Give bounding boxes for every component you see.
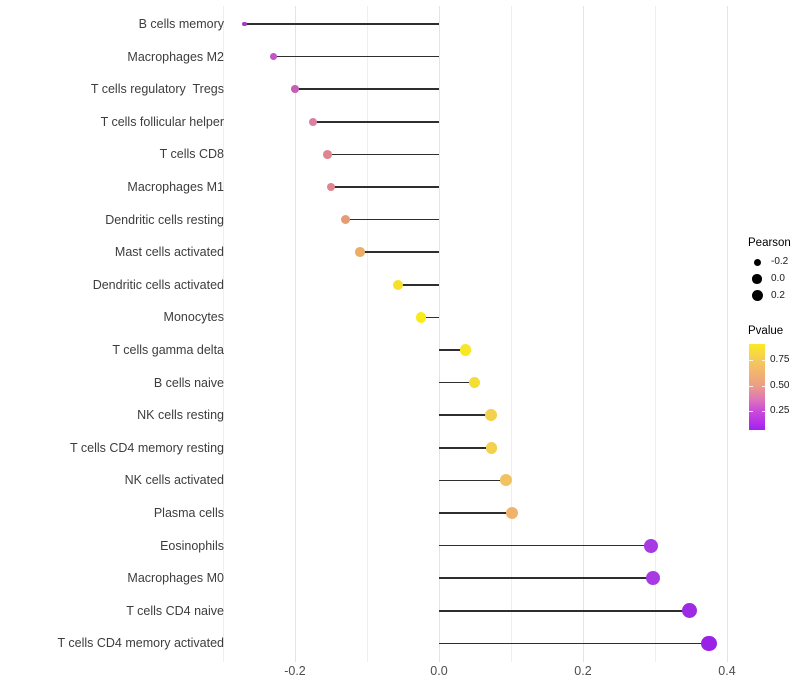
lollipop-stem [439,381,475,384]
colorbar-tick-label: 0.75 [770,354,790,365]
lollipop-point [326,182,336,192]
gridline-minor [510,6,512,662]
y-axis-label: T cells CD4 memory resting [70,440,224,455]
y-axis-label: Macrophages M0 [127,571,224,586]
gridline-major [582,6,584,662]
lollipop-stem [295,88,439,90]
y-axis-label: Dendritic cells activated [92,277,224,292]
size-legend-label: 0.0 [771,273,785,284]
colorbar-tick-label: 0.50 [770,380,790,391]
y-axis-label: Mast cells activated [114,245,224,260]
lollipop-point [340,214,351,225]
lollipop-point [644,538,659,553]
lollipop-point [415,312,427,323]
lollipop-stem [439,414,491,416]
x-tick-label: -0.2 [284,664,306,678]
lollipop-point [484,409,497,422]
gridline-major [438,6,440,662]
lollipop-stem [327,153,439,156]
lollipop-point [682,603,698,619]
size-legend-title: Pearson [748,237,791,249]
size-legend-dot [752,274,762,284]
gridline-major [726,6,728,662]
lollipop-stem [439,577,653,579]
lollipop-point [270,53,277,60]
lollipop-point [354,247,365,258]
lollipop-stem [439,544,652,547]
lollipop-point [485,441,498,454]
y-axis-label: Eosinophils [160,538,224,553]
size-legend-label: 0.2 [771,289,785,301]
y-axis-label: T cells regulatory Tregs [90,82,224,97]
colorbar-tick-label: 0.25 [770,405,790,416]
colorbar-tick [761,386,765,387]
y-axis-label: T cells gamma delta [112,343,224,357]
y-axis-label: Macrophages M2 [127,49,224,64]
colorbar-tick [749,386,753,387]
lollipop-point [499,474,513,487]
lollipop-stem [273,55,439,58]
size-legend-dot [751,290,763,301]
lollipop-stem [345,218,439,221]
y-axis-label: T cells CD4 naive [126,603,224,618]
lollipop-point [701,635,717,652]
y-axis-label: B cells memory [138,17,224,31]
lollipop-stem [244,23,439,25]
lollipop-point [505,506,518,520]
lollipop-stem [421,316,439,319]
y-axis-label: NK cells resting [137,408,224,423]
lollipop-point [308,117,318,126]
lollipop-point [291,85,299,94]
y-axis-label: Monocytes [163,310,224,325]
size-legend-label: -0.2 [771,256,789,267]
lollipop-stem [439,447,492,449]
colorbar-tick [749,411,753,412]
lollipop-stem [439,349,466,351]
x-tick-label: 0.4 [718,664,736,678]
x-tick-label: 0.0 [430,664,448,678]
y-axis-label: Macrophages M1 [127,180,224,194]
y-axis-label: Plasma cells [153,506,224,520]
y-axis-label: NK cells activated [124,473,224,488]
lollipop-stem [313,121,439,123]
lollipop-point [242,21,247,27]
y-axis-label: B cells naive [153,375,224,390]
gridline-minor [222,6,224,662]
y-axis-label: T cells follicular helper [100,114,224,129]
lollipop-stem [439,479,506,482]
y-axis-label: T cells CD8 [159,147,224,162]
pvalue-colorbar [749,344,765,430]
gridline-minor [366,6,368,662]
lollipop-point [645,571,660,586]
lollipop-stem [439,642,709,645]
lollipop-point [323,150,332,159]
colorbar-tick [749,360,753,361]
gridline-minor [654,6,656,662]
x-tick-label: 0.2 [574,664,592,678]
y-axis-label: T cells CD4 memory activated [57,636,225,651]
gridline-major [294,6,296,662]
size-legend-dot [753,258,761,266]
lollipop-stem [331,186,439,188]
lollipop-stem [439,512,512,514]
y-axis-label: Dendritic cells resting [105,212,224,227]
lollipop-stem [359,251,439,253]
colorbar-tick [761,411,765,412]
colorbar-tick [761,360,765,361]
lollipop-stem [397,284,439,286]
color-legend-title: Pvalue [748,325,784,337]
lollipop-point [392,279,404,290]
lollipop-stem [439,610,690,612]
lollipop-point [460,344,472,356]
lollipop-point [468,376,480,389]
